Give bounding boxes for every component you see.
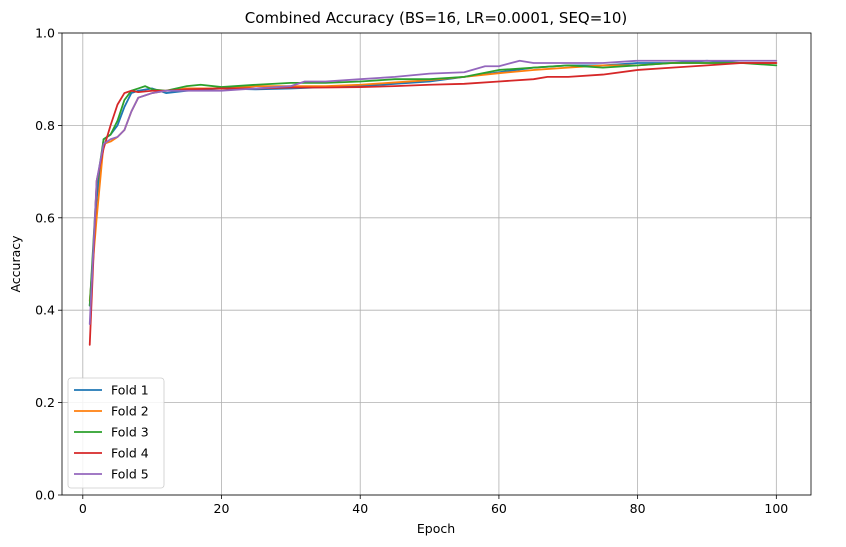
y-tick-label: 0.6 (35, 210, 55, 225)
axis-ticks: 0 20 40 60 80 100 0.0 0.2 0.4 0.6 0.8 1.0 (35, 26, 788, 517)
x-tick-label: 60 (491, 501, 507, 516)
y-tick-label: 0.0 (35, 488, 55, 503)
series-lines (88, 59, 778, 346)
y-tick-label: 0.4 (35, 303, 55, 318)
legend: Fold 1 Fold 2 Fold 3 Fold 4 Fold 5 (67, 377, 165, 489)
legend-item-label: Fold 4 (111, 446, 149, 461)
legend-item-label: Fold 1 (111, 383, 149, 398)
x-tick-label: 40 (352, 501, 368, 516)
legend-item-label: Fold 2 (111, 404, 149, 419)
legend-box (67, 377, 165, 489)
y-tick-label: 0.2 (35, 395, 55, 410)
series-line-fold-4 (88, 62, 778, 346)
x-tick-label: 0 (79, 501, 87, 516)
x-axis-label: Epoch (417, 521, 455, 536)
x-tick-label: 80 (630, 501, 646, 516)
legend-item-label: Fold 5 (111, 467, 149, 482)
x-tick-label: 100 (764, 501, 788, 516)
y-tick-label: 0.8 (35, 118, 55, 133)
series-line-fold-5 (88, 59, 778, 325)
series-line-fold-3 (88, 62, 778, 307)
legend-item-label: Fold 3 (111, 425, 149, 440)
y-axis-label: Accuracy (8, 235, 23, 293)
plot-frame (61, 32, 812, 496)
x-tick-label: 20 (214, 501, 230, 516)
chart-title: Combined Accuracy (BS=16, LR=0.0001, SEQ… (245, 9, 628, 27)
y-tick-label: 1.0 (35, 26, 55, 41)
